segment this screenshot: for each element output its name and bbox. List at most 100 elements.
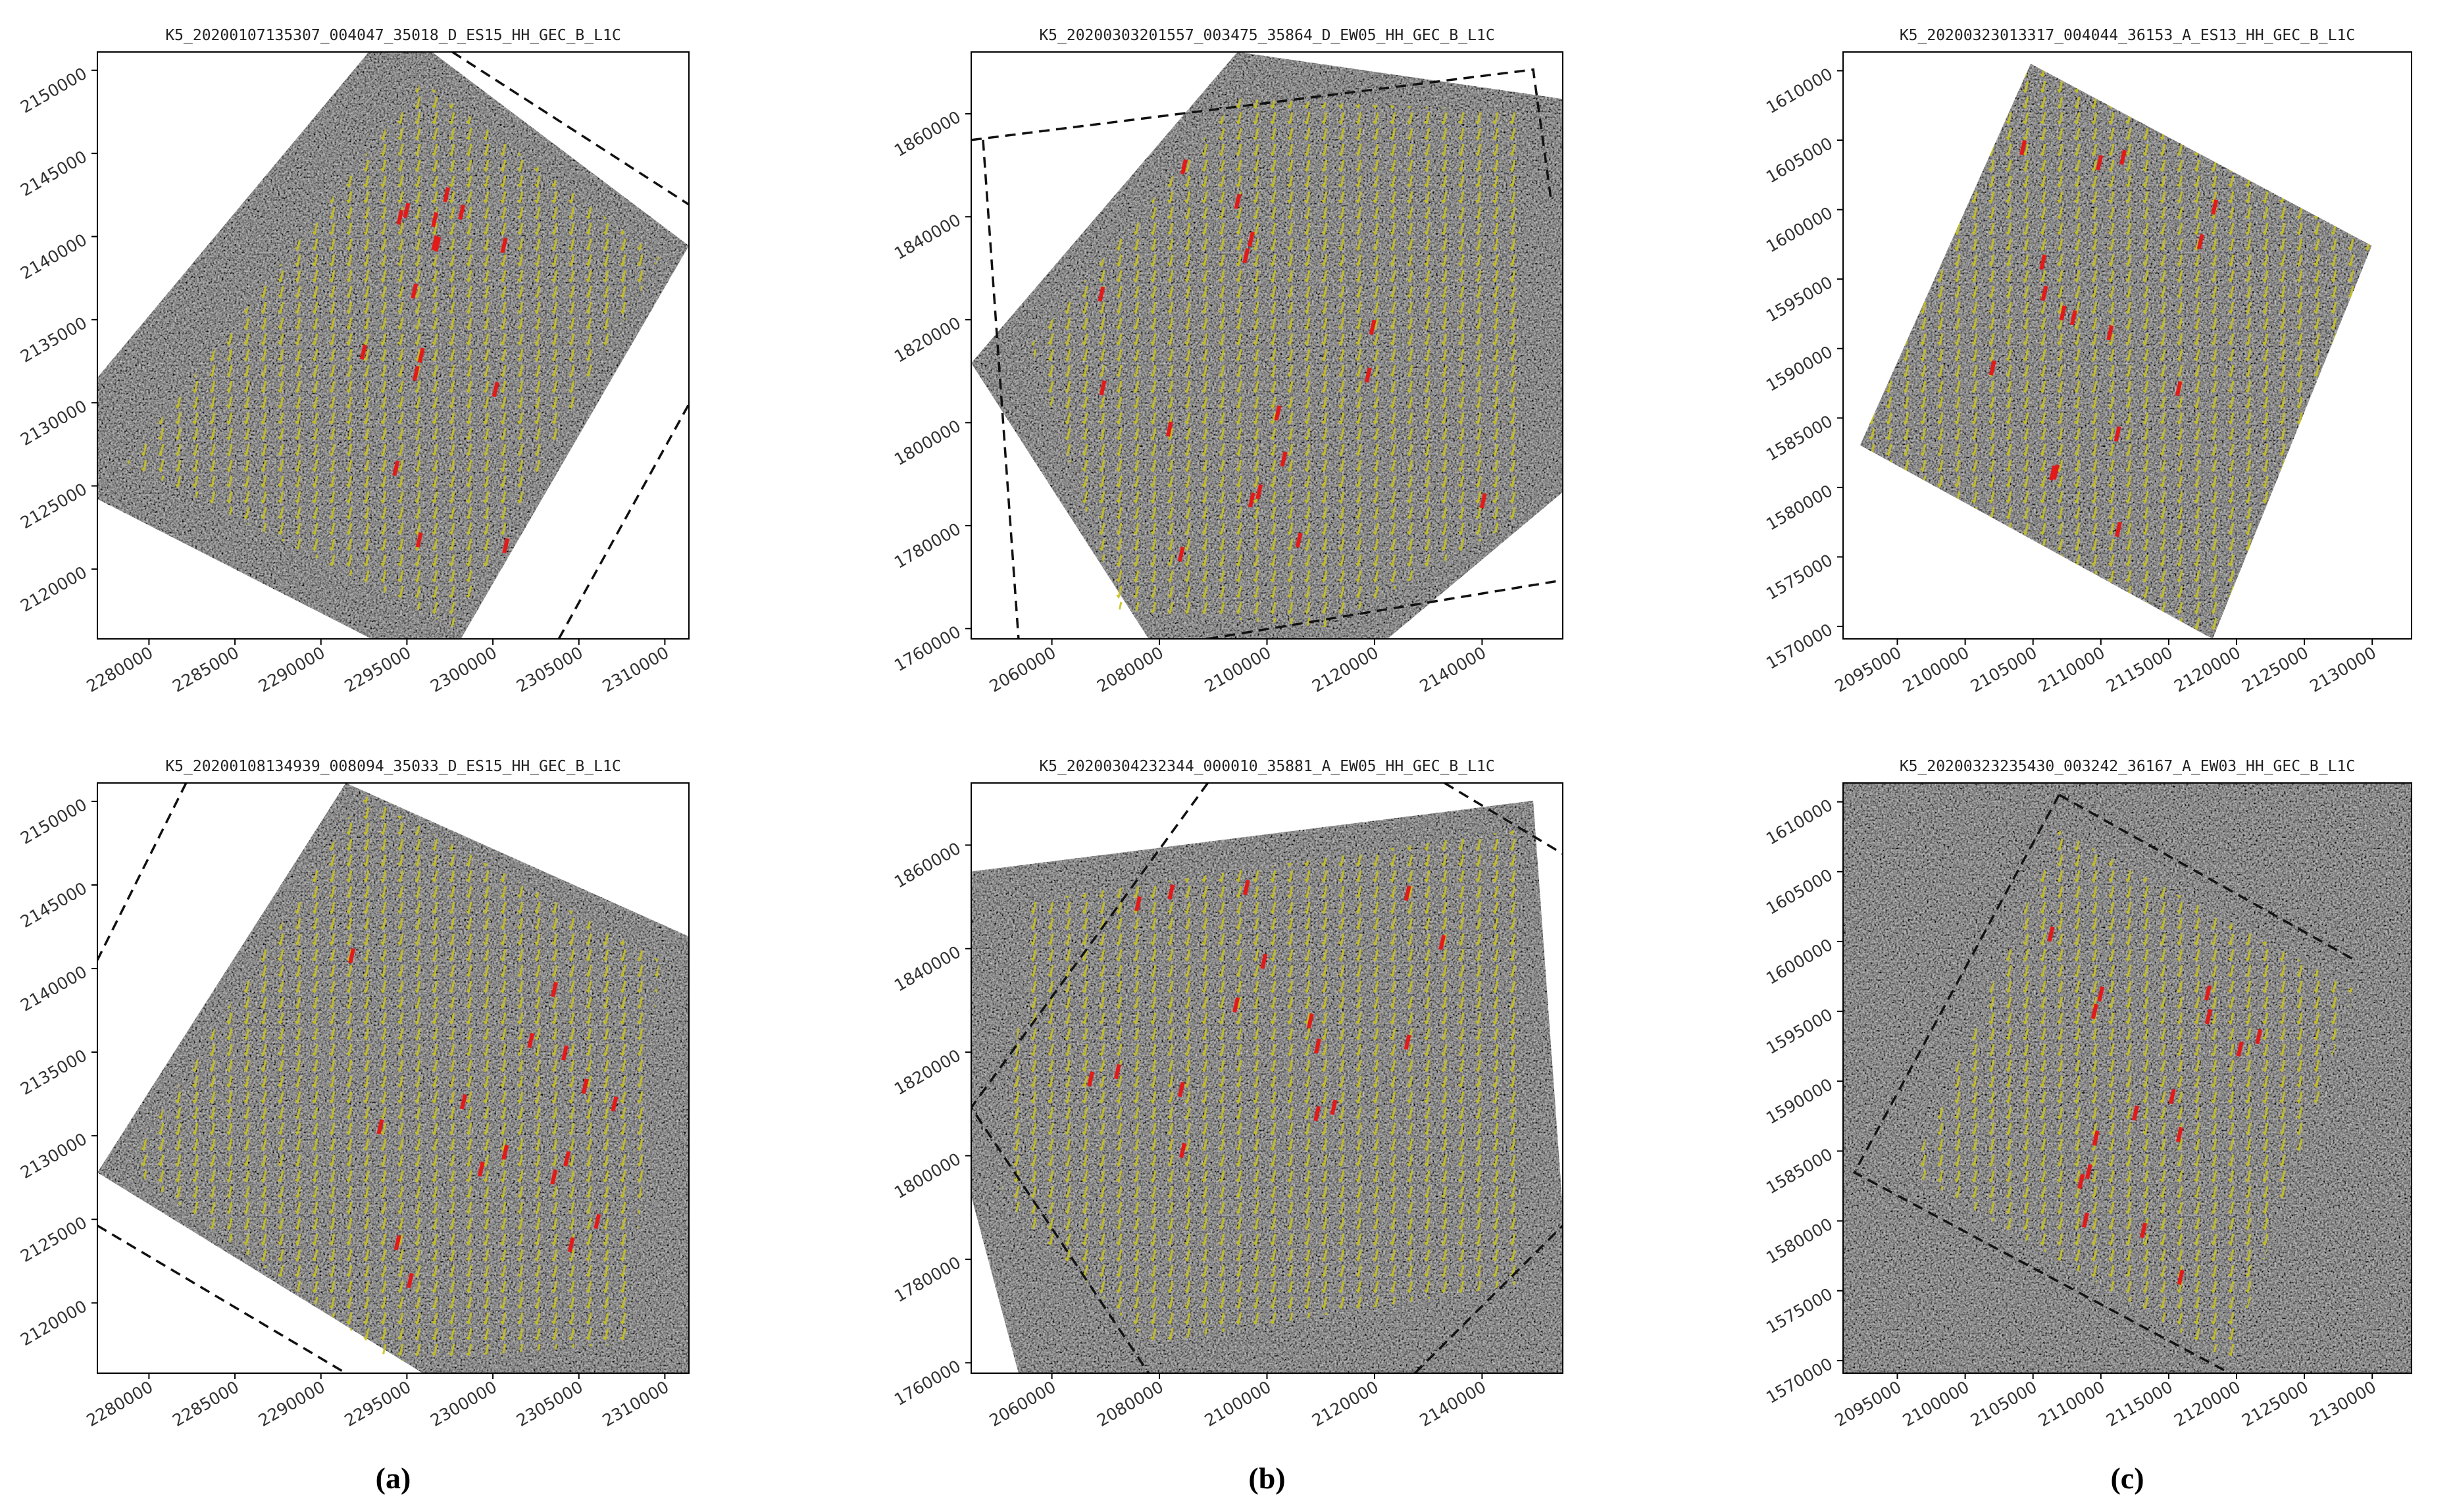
x-tick-label: 2105000	[1967, 643, 2040, 696]
y-tick-label: 1600000	[1763, 935, 1836, 988]
panel-title: K5_20200323013317_004044_36153_A_ES13_HH…	[1900, 27, 2355, 44]
x-tick-label: 2080000	[1094, 1377, 1167, 1430]
vector-outlier	[1404, 885, 1411, 901]
footprint-outline	[1414, 1224, 1563, 1373]
x-tick-label: 2120000	[2171, 1377, 2244, 1430]
vector-outlier	[2039, 254, 2047, 270]
vector-outlier	[2049, 465, 2056, 481]
panel-label: (c)	[2110, 1461, 2144, 1495]
x-tick-label: 2290000	[255, 643, 328, 696]
x-tick-label: 2305000	[513, 1377, 586, 1430]
footprint-outline	[97, 783, 188, 961]
y-tick-label: 1585000	[1763, 411, 1836, 465]
vector-outlier	[581, 1078, 589, 1094]
y-tick-label: 2145000	[17, 147, 90, 200]
footprint-outline	[1444, 783, 1563, 855]
vector-outlier	[1260, 953, 1268, 969]
x-tick-label: 2300000	[427, 643, 500, 696]
x-tick-label: 2100000	[1202, 643, 1275, 696]
x-tick-label: 2100000	[1202, 1377, 1275, 1430]
vector-outlier	[1234, 193, 1242, 209]
vector-outlier	[550, 1169, 558, 1185]
y-tick-label: 2125000	[17, 1213, 90, 1266]
axes-frame	[97, 51, 690, 640]
panel-label: (a)	[376, 1461, 411, 1495]
footprint-outline	[982, 139, 1020, 639]
vector-outlier	[2196, 234, 2204, 249]
vector-outlier	[2236, 1041, 2244, 1057]
panel: K5_20200304232344_000010_35881_A_EW05_HH…	[891, 758, 1563, 1430]
vector-outlier	[393, 1235, 401, 1251]
y-tick-label: 1605000	[1763, 134, 1836, 187]
vector-outlier	[567, 1237, 575, 1253]
vector-outlier	[551, 982, 558, 997]
vector-outlier	[431, 235, 439, 251]
plot-area	[1843, 783, 2412, 1373]
y-tick-label: 1780000	[891, 1253, 964, 1306]
x-tick-label: 2095000	[1832, 643, 1905, 696]
footprint-outline	[557, 403, 689, 639]
y-tick-label: 2145000	[17, 878, 90, 932]
vector-outlier	[2097, 986, 2105, 1002]
y-tick-label: 1760000	[891, 622, 964, 675]
panel: K5_20200107135307_004047_35018_D_ES15_HH…	[17, 27, 690, 696]
x-tick-label: 2290000	[255, 1377, 328, 1430]
vector-outlier	[2090, 1003, 2098, 1019]
vector-outlier	[1099, 380, 1107, 396]
x-tick-label: 2120000	[1309, 1377, 1382, 1430]
vector-outlier	[412, 365, 420, 382]
footprint-outline	[451, 52, 689, 206]
vector-outlier	[2175, 1126, 2183, 1143]
vector-outlier	[2092, 1130, 2100, 1146]
vector-outlier	[2106, 324, 2114, 341]
y-tick-label: 1610000	[1763, 795, 1836, 849]
vector-outlier	[1232, 997, 1240, 1013]
vector-outlier	[563, 1151, 571, 1167]
x-tick-label: 2060000	[986, 643, 1059, 696]
footprint-outline	[971, 68, 1552, 199]
vector-outlier	[2082, 1212, 2089, 1228]
vector-outlier	[1134, 895, 1142, 912]
vector-outlier	[2175, 380, 2183, 397]
vector-outlier	[396, 209, 404, 225]
plot-area	[1860, 63, 2372, 639]
x-tick-label: 2280000	[83, 643, 156, 696]
vector-outlier	[594, 1213, 601, 1230]
vector-outlier	[1179, 1142, 1187, 1159]
x-tick-label: 2280000	[83, 1377, 156, 1430]
y-tick-label: 2140000	[17, 962, 90, 1015]
vector-outlier	[1280, 451, 1288, 467]
vector-outlier	[611, 1096, 619, 1112]
x-tick-label: 2310000	[599, 1377, 672, 1430]
vector-outlier	[1988, 360, 1996, 376]
x-tick-label: 2110000	[2035, 643, 2108, 696]
vector-outlier	[502, 538, 510, 554]
x-tick-label: 2100000	[1900, 643, 1973, 696]
y-tick-label: 2130000	[17, 396, 90, 449]
panel-label: (b)	[1248, 1461, 1285, 1495]
plot-area	[97, 783, 689, 1373]
x-tick-label: 2120000	[2171, 643, 2244, 696]
vector-outlier	[2019, 139, 2027, 156]
y-tick-label: 2150000	[17, 795, 90, 848]
y-tick-label: 1580000	[1763, 481, 1836, 534]
vector-outlier	[1242, 248, 1250, 264]
vector-outlier	[1180, 159, 1188, 175]
footprint-outline	[1852, 794, 2231, 1373]
plot-area	[971, 783, 1563, 1373]
panel-title: K5_20200323235430_003242_36167_A_EW03_HH…	[1900, 758, 2355, 775]
x-tick-label: 2125000	[2239, 643, 2312, 696]
vector-outlier	[2113, 426, 2121, 442]
vector-outlier	[1248, 492, 1255, 508]
axes-frame	[1842, 51, 2412, 640]
x-tick-label: 2120000	[1309, 643, 1382, 696]
vector-outlier	[2204, 985, 2212, 1001]
vector-field	[1911, 830, 2355, 1362]
vector-outlier	[376, 1119, 384, 1135]
panel-title: K5_20200304232344_000010_35881_A_EW05_HH…	[1039, 758, 1494, 775]
vector-outlier	[1113, 1064, 1121, 1080]
y-tick-label: 1820000	[891, 1046, 964, 1099]
x-tick-label: 2115000	[2103, 643, 2176, 696]
x-tick-label: 2130000	[2306, 643, 2379, 696]
vector-outlier	[1479, 493, 1487, 509]
